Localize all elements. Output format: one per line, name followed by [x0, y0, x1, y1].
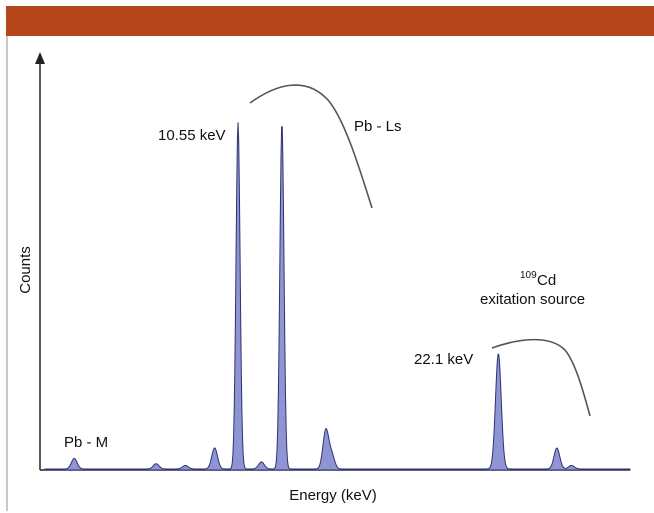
pb-m-label: Pb - M [64, 434, 108, 451]
y-axis-arrow [35, 52, 45, 64]
chart-frame [6, 36, 654, 511]
header-band [6, 6, 654, 36]
pb-ls-curve [249, 84, 373, 209]
peak-22-label: 22.1 keV [414, 351, 473, 368]
y-axis-label: Counts [17, 246, 34, 294]
cd-sup-label: 109 [520, 270, 537, 281]
x-axis-label: Energy (keV) [289, 487, 377, 504]
peak-10-label: 10.55 keV [158, 127, 226, 144]
cd-label: Cd [537, 272, 556, 289]
spectrum-area [44, 122, 631, 471]
cd-source-curve [491, 338, 591, 417]
cd-source-label: exitation source [480, 291, 585, 308]
pb-ls-label: Pb - Ls [354, 118, 402, 135]
